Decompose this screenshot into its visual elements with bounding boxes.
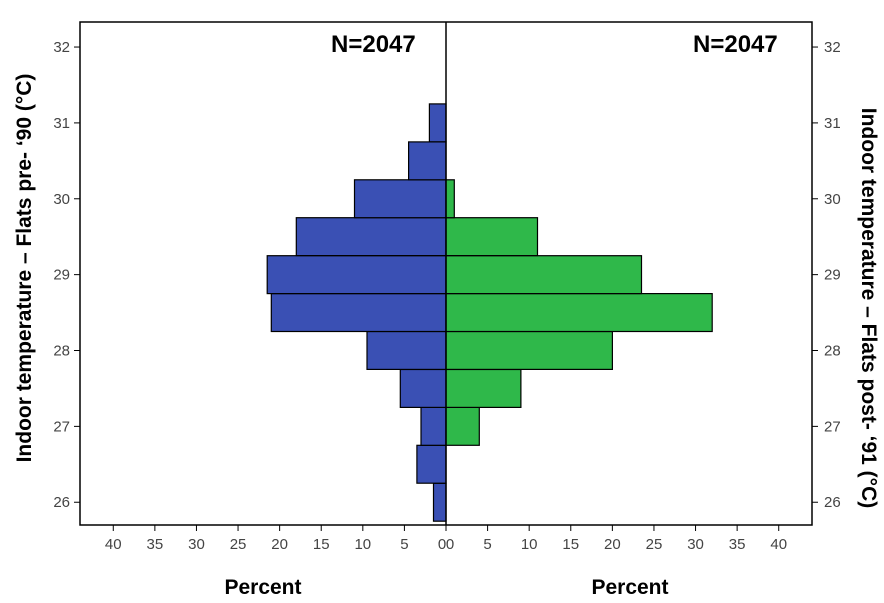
- left-y-tick-label: 27: [53, 418, 70, 435]
- right-x-tick-label: 10: [521, 536, 538, 553]
- right-x-tick-label: 20: [604, 536, 621, 553]
- right-y-tick-label: 28: [824, 343, 841, 360]
- right-y-tick-label: 26: [824, 494, 841, 511]
- right-n-annotation: N=2047: [693, 31, 778, 58]
- left-y-tick-label: 32: [53, 39, 70, 56]
- left-bar-27: [420, 406, 447, 446]
- left-y-tick-label: 26: [53, 494, 70, 511]
- left-bar-30.5: [408, 141, 447, 181]
- left-x-tick-label: 10: [354, 536, 371, 553]
- left-x-tick-label: 20: [271, 536, 288, 553]
- right-x-tick-label: 5: [483, 536, 491, 553]
- right-bar-29: [445, 255, 643, 295]
- right-bar-27.5: [445, 368, 522, 409]
- right-bar-30: [445, 179, 455, 219]
- left-x-tick-label: 30: [188, 536, 205, 553]
- left-x-tick-label: 40: [105, 536, 122, 553]
- left-x-tick-label: 35: [147, 536, 164, 553]
- right-x-axis-title: Percent: [591, 576, 668, 599]
- right-y-tick-label: 30: [824, 191, 841, 208]
- left-bar-28: [366, 330, 447, 371]
- left-y-tick-label: 31: [53, 115, 70, 132]
- left-bar-26: [432, 482, 447, 522]
- right-x-tick-label: 25: [646, 536, 663, 553]
- left-x-tick-label: 15: [313, 536, 330, 553]
- left-bar-28.5: [270, 293, 447, 333]
- right-y-tick-label: 31: [824, 115, 841, 132]
- left-y-tick-label: 28: [53, 343, 70, 360]
- right-y-tick-label: 32: [824, 39, 841, 56]
- right-x-tick-label: 30: [687, 536, 704, 553]
- left-bar-29: [266, 255, 447, 295]
- left-bar-26.5: [416, 444, 447, 484]
- right-x-tick-label: 35: [729, 536, 746, 553]
- right-x-tick-label: 40: [770, 536, 787, 553]
- right-y-tick-label: 29: [824, 267, 841, 284]
- right-x-tick-label: 15: [562, 536, 579, 553]
- left-bar-29.5: [295, 217, 447, 257]
- left-y-axis-title: Indoor temperature – Flats pre- ‘90 (°C): [13, 74, 36, 463]
- right-bar-29.5: [445, 217, 539, 257]
- right-bar-28: [445, 330, 613, 371]
- left-series-bars: [266, 103, 447, 522]
- axis-ticks: 26 26 27 27 28 28 29 29 30 30 31 31 32 32 40 35 30 25 20 15…: [53, 39, 840, 553]
- left-bar-27.5: [399, 368, 447, 409]
- right-y-tick-label: 27: [824, 418, 841, 435]
- left-y-tick-label: 29: [53, 267, 70, 284]
- left-x-axis-title: Percent: [224, 576, 301, 599]
- left-n-annotation: N=2047: [331, 31, 416, 58]
- left-x-tick-label: 25: [230, 536, 247, 553]
- left-y-tick-label: 30: [53, 191, 70, 208]
- left-bar-30: [353, 179, 447, 219]
- right-bar-28.5: [445, 293, 713, 333]
- left-x-tick-label: 5: [400, 536, 408, 553]
- right-bar-27: [445, 406, 480, 446]
- left-bar-31: [428, 103, 447, 143]
- right-y-axis-title: Indoor temperature – Flats post- ‘91 (°C…: [857, 108, 880, 508]
- left-x-tick-label: 0: [438, 536, 446, 553]
- right-x-tick-label: 0: [446, 536, 454, 553]
- right-series-bars: [445, 179, 713, 446]
